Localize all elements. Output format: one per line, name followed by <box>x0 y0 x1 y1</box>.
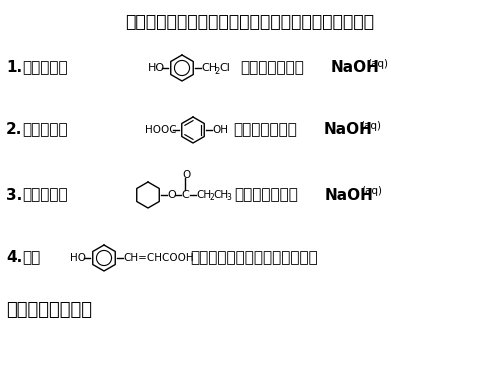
Text: HOOC: HOOC <box>145 125 176 135</box>
Text: 的有机物与过量: 的有机物与过量 <box>240 60 304 75</box>
Text: C: C <box>181 190 189 200</box>
Text: OH: OH <box>212 125 228 135</box>
Text: 的邻位异构体分子内脱水形成香: 的邻位异构体分子内脱水形成香 <box>190 251 318 266</box>
Text: 的有机物与过量: 的有机物与过量 <box>233 123 297 138</box>
Text: CH: CH <box>213 190 228 200</box>
Text: O: O <box>167 190 176 200</box>
Text: 结构简式为: 结构简式为 <box>22 188 68 202</box>
Text: 结构简式为: 结构简式为 <box>22 60 68 75</box>
Text: NaOH: NaOH <box>324 123 373 138</box>
Text: 豆素的化学方程式: 豆素的化学方程式 <box>6 301 92 319</box>
Text: 拿出一张纸，书写以下方程式（每题十分，注明条件）: 拿出一张纸，书写以下方程式（每题十分，注明条件） <box>126 13 374 31</box>
Text: 4.: 4. <box>6 251 22 266</box>
Text: 写出: 写出 <box>22 251 40 266</box>
Text: Cl: Cl <box>219 63 230 73</box>
Text: CH: CH <box>201 63 217 73</box>
Text: 1.: 1. <box>6 60 22 75</box>
Text: O: O <box>182 170 190 180</box>
Text: 2: 2 <box>209 194 214 202</box>
Text: 的有机物与过量: 的有机物与过量 <box>234 188 298 202</box>
Text: CH=CHCOOH: CH=CHCOOH <box>123 253 194 263</box>
Text: (aq): (aq) <box>360 121 381 131</box>
Text: NaOH: NaOH <box>331 60 380 75</box>
Text: 2.: 2. <box>6 123 22 138</box>
Text: HO: HO <box>70 253 86 263</box>
Text: 3.: 3. <box>6 188 22 202</box>
Text: (aq): (aq) <box>361 186 382 196</box>
Text: 3: 3 <box>226 194 231 202</box>
Text: (aq): (aq) <box>367 59 388 69</box>
Text: CH: CH <box>196 190 211 200</box>
Text: HO: HO <box>148 63 165 73</box>
Text: 2: 2 <box>214 66 219 75</box>
Text: 结构简式为: 结构简式为 <box>22 123 68 138</box>
Text: NaOH: NaOH <box>325 188 374 202</box>
